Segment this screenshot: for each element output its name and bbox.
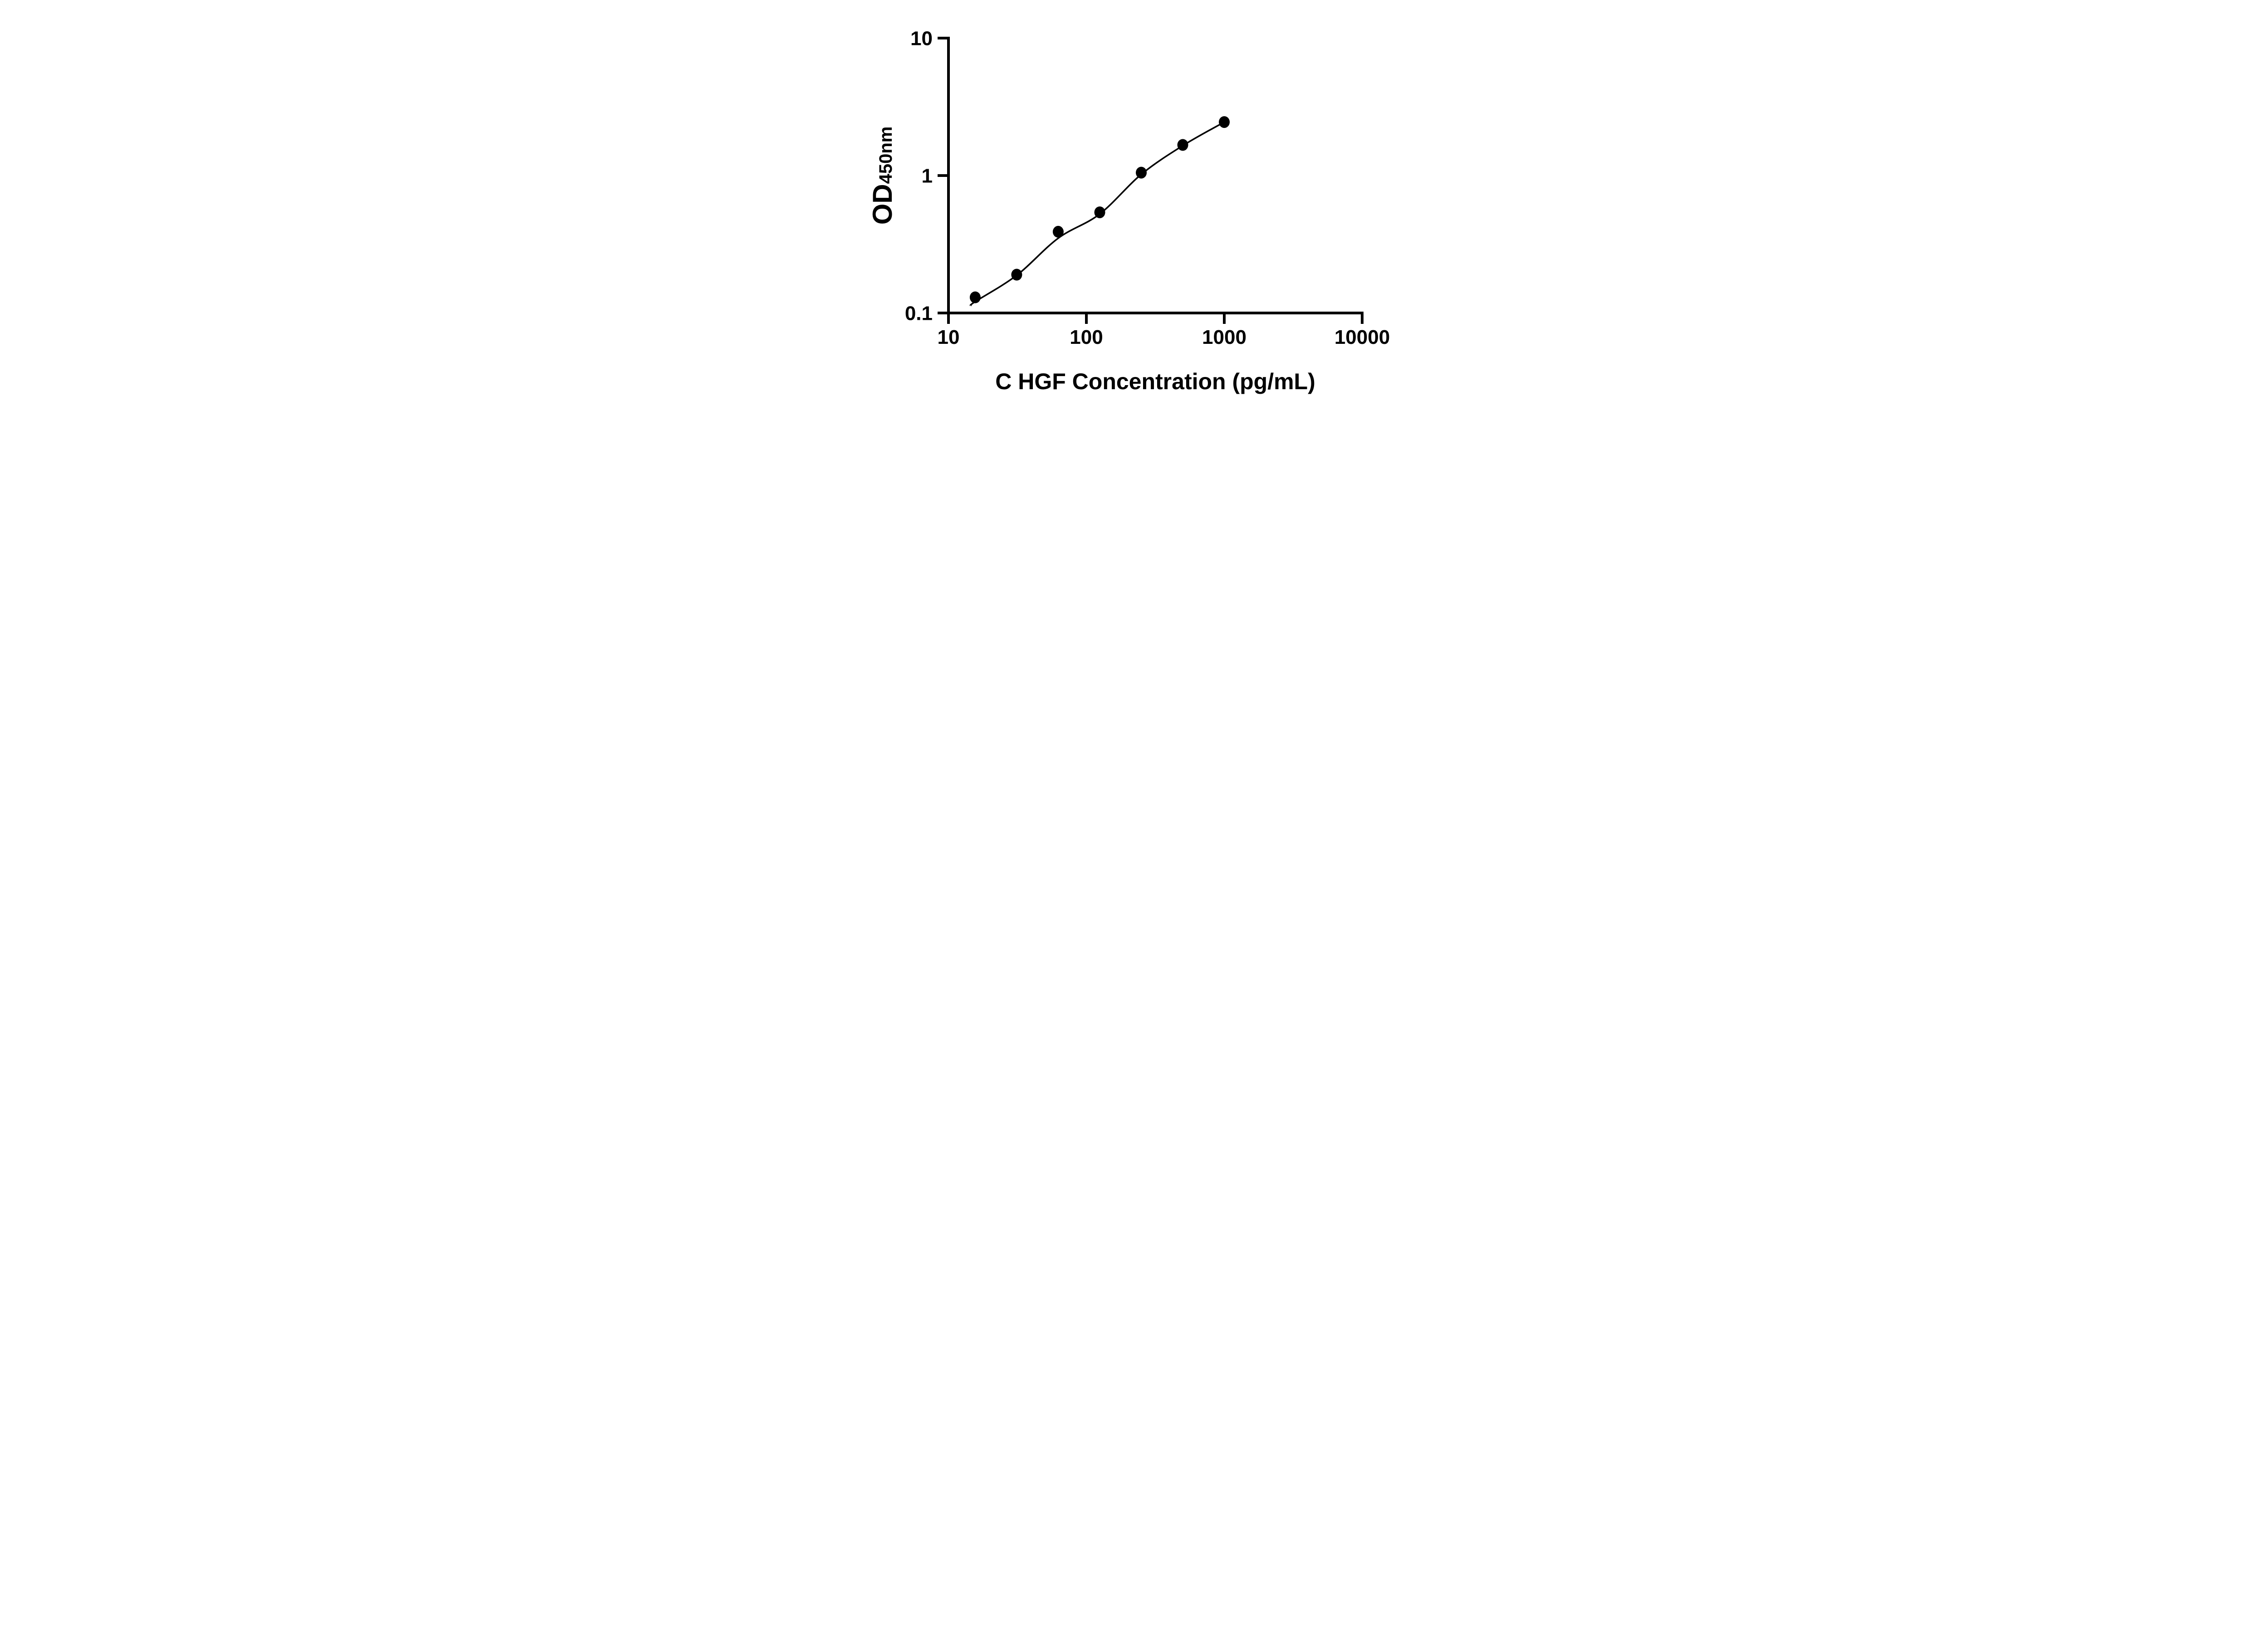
x-axis-title: C HGF Concentration (pg/mL) — [995, 369, 1315, 394]
y-axis-title: OD450nm — [867, 127, 898, 225]
x-tick-label: 10 — [938, 326, 960, 348]
data-point — [1177, 139, 1188, 151]
x-tick-label: 100 — [1070, 326, 1103, 348]
x-tick-label: 1000 — [1202, 326, 1246, 348]
series — [969, 116, 1230, 307]
axis-ticks — [938, 37, 1364, 324]
axis-spine — [947, 37, 1364, 314]
data-point — [1094, 206, 1105, 219]
data-point — [1052, 225, 1064, 238]
chart-container: 10 1 0.1 10 100 1000 10000 C HGF Concentration… — [848, 0, 1420, 408]
data-point — [1136, 166, 1147, 179]
x-tick-label: 10000 — [1334, 326, 1390, 348]
y-tick-label: 1 — [922, 165, 933, 187]
y-tick-label: 10 — [910, 28, 933, 50]
data-point — [969, 291, 981, 303]
axes — [947, 37, 1364, 314]
data-point — [1011, 269, 1022, 281]
y-tick-label: 0.1 — [905, 303, 933, 325]
y-axis-title-subscript: 450nm — [876, 127, 896, 184]
y-axis-title-main: OD — [867, 184, 898, 225]
data-point — [1219, 116, 1230, 128]
